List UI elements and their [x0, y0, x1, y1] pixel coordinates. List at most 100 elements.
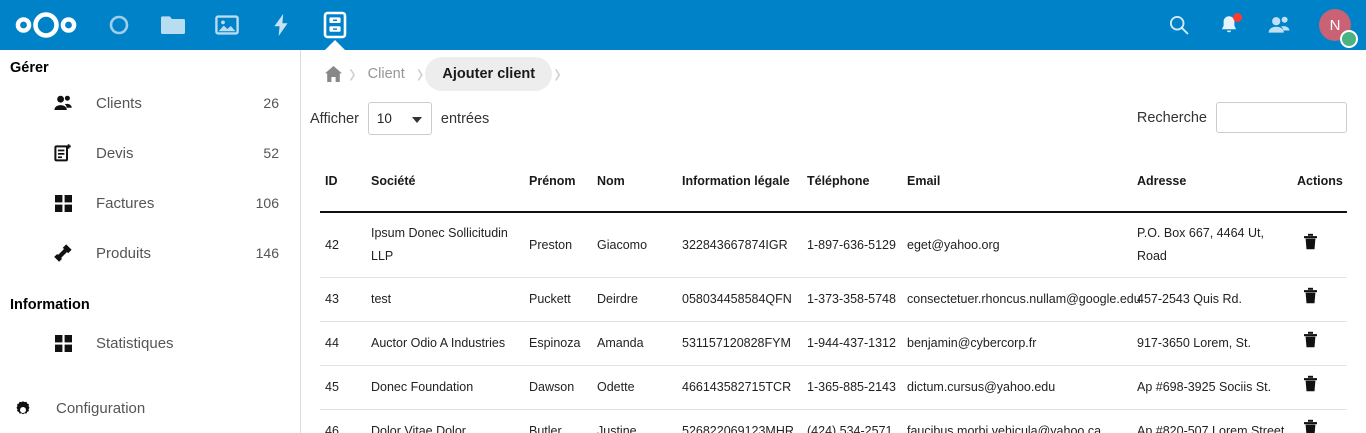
cell-information-legale: 322843667874IGR — [677, 212, 802, 278]
column-header-actions: Actions — [1292, 154, 1347, 213]
breadcrumb-separator: › — [416, 57, 424, 90]
trash-icon[interactable] — [1303, 375, 1318, 392]
cell-prenom: Puckett — [524, 277, 592, 322]
show-entries-control: Afficher 10 entrées — [310, 102, 489, 135]
breadcrumb-item-client[interactable]: Client — [367, 66, 405, 82]
nextcloud-logo[interactable] — [0, 0, 92, 50]
sidebar-item-produits[interactable]: Produits 146 — [0, 228, 300, 278]
photos-icon[interactable] — [200, 0, 254, 50]
cell-prenom: Butler — [524, 409, 592, 433]
table-head: ID Société Prénom Nom Information légale… — [320, 154, 1347, 213]
trash-icon[interactable] — [1303, 233, 1318, 250]
cell-information-legale: 058034458584QFN — [677, 277, 802, 322]
cell-adresse: P.O. Box 667, 4464 Ut, Road — [1132, 212, 1292, 278]
cell-id: 44 — [320, 321, 366, 366]
main-content: › Client › Ajouter client › Afficher 10 … — [301, 50, 1366, 433]
sidebar-item-devis[interactable]: Devis 52 — [0, 128, 300, 178]
sidebar-item-label: Produits — [96, 244, 152, 262]
breadcrumb: › Client › Ajouter client › — [301, 50, 1366, 98]
column-header-nom[interactable]: Nom — [592, 154, 677, 213]
dashboard-icon[interactable] — [92, 0, 146, 50]
cell-telephone: 1-373-358-5748 — [802, 277, 902, 322]
sidebar-item-configuration[interactable]: Configuration — [0, 383, 300, 433]
search-input[interactable] — [1216, 102, 1347, 133]
cell-id: 45 — [320, 365, 366, 410]
cell-actions — [1292, 212, 1347, 278]
home-icon[interactable] — [319, 60, 347, 88]
invoices-icon — [52, 192, 74, 214]
cell-societe: test — [366, 277, 524, 322]
cell-information-legale: 466143582715TCR — [677, 365, 802, 410]
page-size-select[interactable]: 10 — [367, 102, 432, 135]
table-row[interactable]: 45 Donec Foundation Dawson Odette 466143… — [320, 365, 1347, 410]
entries-label: entrées — [440, 110, 490, 127]
column-header-prenom[interactable]: Prénom — [524, 154, 592, 213]
table-controls: Afficher 10 entrées Recherche — [301, 102, 1366, 144]
sidebar-item-factures[interactable]: Factures 106 — [0, 178, 300, 228]
cell-actions — [1292, 409, 1347, 433]
column-header-email[interactable]: Email — [902, 154, 1132, 213]
table-row[interactable]: 46 Dolor Vitae Dolor Butler Justine 5268… — [320, 409, 1347, 433]
column-header-adresse[interactable]: Adresse — [1132, 154, 1292, 213]
sidebar-item-label: Statistiques — [96, 334, 174, 352]
app-sidebar: Gérer Clients 26 Devis 52 Factures 106 P… — [0, 50, 301, 433]
cell-adresse: 457-2543 Quis Rd. — [1132, 277, 1292, 322]
contacts-icon[interactable] — [1254, 0, 1304, 50]
sidebar-section-title-gerer: Gérer — [10, 60, 49, 76]
table-row[interactable]: 43 test Puckett Deirdre 058034458584QFN … — [320, 277, 1347, 322]
breadcrumb-item-ajouter-client[interactable]: Ajouter client — [425, 57, 553, 91]
search-label: Recherche — [1136, 109, 1207, 126]
cell-adresse: Ap #698-3925 Sociis St. — [1132, 365, 1292, 410]
sidebar-item-clients[interactable]: Clients 26 — [0, 78, 300, 128]
table-body: 42 Ipsum Donec Sollicitudin LLP Preston … — [320, 212, 1347, 433]
column-header-id[interactable]: ID — [320, 154, 366, 213]
sidebar-config-label: Configuration — [56, 399, 146, 417]
search-control: Recherche — [1137, 102, 1347, 133]
table-row[interactable]: 42 Ipsum Donec Sollicitudin LLP Preston … — [320, 212, 1347, 278]
files-icon[interactable] — [146, 0, 200, 50]
sidebar-item-label: Devis — [96, 144, 134, 162]
avatar-initial: N — [1329, 16, 1341, 34]
cell-nom: Deirdre — [592, 277, 677, 322]
trash-icon[interactable] — [1303, 331, 1318, 348]
notifications-bell-icon[interactable] — [1204, 0, 1254, 50]
cell-nom: Odette — [592, 365, 677, 410]
table-row[interactable]: 44 Auctor Odio A Industries Espinoza Ama… — [320, 321, 1347, 366]
search-icon[interactable] — [1154, 0, 1204, 50]
cell-societe: Auctor Odio A Industries — [366, 321, 524, 366]
cell-information-legale: 526822069123MHR — [677, 409, 802, 433]
breadcrumb-separator: › — [349, 57, 356, 90]
chevron-down-icon — [411, 116, 422, 123]
clients-table: ID Société Prénom Nom Information légale… — [320, 154, 1347, 433]
sidebar-item-count: 52 — [263, 145, 279, 161]
top-bar-right-actions: N — [1154, 0, 1366, 50]
user-status-dot — [1340, 30, 1358, 48]
cell-actions — [1292, 277, 1347, 322]
sidebar-item-count: 106 — [255, 195, 279, 211]
quotes-icon — [52, 142, 74, 164]
sidebar-item-statistiques[interactable]: Statistiques — [0, 318, 300, 368]
cell-adresse: Ap #820-507 Lorem Street — [1132, 409, 1292, 433]
column-header-telephone[interactable]: Téléphone — [802, 154, 902, 213]
cell-telephone: (424) 534-2571 — [802, 409, 902, 433]
cell-adresse: 917-3650 Lorem, St. — [1132, 321, 1292, 366]
column-header-information-legale[interactable]: Information légale — [677, 154, 802, 213]
invoices-app-icon[interactable] — [308, 0, 362, 51]
active-app-indicator — [324, 40, 346, 51]
cell-societe: Ipsum Donec Sollicitudin LLP — [366, 212, 524, 278]
trash-icon[interactable] — [1303, 287, 1318, 304]
cell-nom: Giacomo — [592, 212, 677, 278]
products-icon — [52, 242, 74, 264]
cell-email: benjamin@cybercorp.fr — [902, 321, 1132, 366]
trash-icon[interactable] — [1303, 419, 1318, 433]
cell-prenom: Espinoza — [524, 321, 592, 366]
notification-badge — [1233, 13, 1242, 22]
page-size-value: 10 — [376, 111, 392, 126]
cell-email: consectetuer.rhoncus.nullam@google.edu — [902, 277, 1141, 322]
statistics-icon — [52, 332, 74, 354]
activity-icon[interactable] — [254, 0, 308, 50]
avatar[interactable]: N — [1304, 0, 1366, 50]
column-header-societe[interactable]: Société — [366, 154, 524, 213]
clients-icon — [52, 92, 74, 114]
cell-actions — [1292, 321, 1347, 366]
